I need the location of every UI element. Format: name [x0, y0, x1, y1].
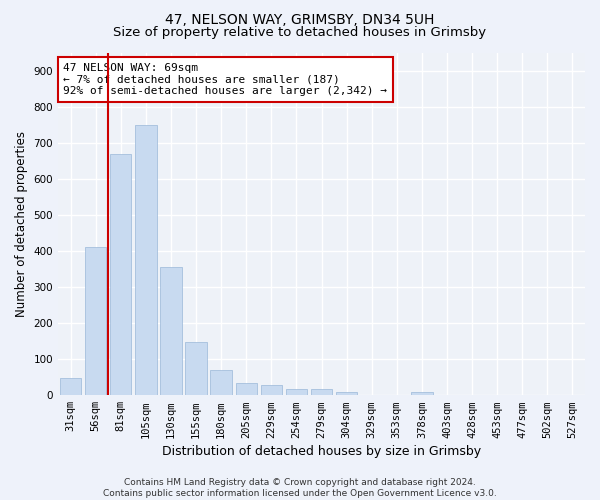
Bar: [110, 154, 131, 395]
Text: 47 NELSON WAY: 69sqm
← 7% of detached houses are smaller (187)
92% of semi-detac: 47 NELSON WAY: 69sqm ← 7% of detached ho…: [64, 63, 388, 96]
Bar: [236, 382, 257, 395]
Bar: [160, 267, 182, 395]
Text: 47, NELSON WAY, GRIMSBY, DN34 5UH: 47, NELSON WAY, GRIMSBY, DN34 5UH: [166, 12, 434, 26]
Bar: [135, 124, 157, 395]
Bar: [260, 386, 282, 395]
Bar: [336, 392, 357, 395]
Bar: [411, 392, 433, 395]
Y-axis label: Number of detached properties: Number of detached properties: [15, 131, 28, 317]
Bar: [286, 388, 307, 395]
Bar: [85, 248, 106, 395]
Bar: [311, 390, 332, 395]
Bar: [185, 342, 207, 395]
Text: Contains HM Land Registry data © Crown copyright and database right 2024.
Contai: Contains HM Land Registry data © Crown c…: [103, 478, 497, 498]
Bar: [60, 378, 81, 395]
Bar: [211, 370, 232, 395]
Text: Size of property relative to detached houses in Grimsby: Size of property relative to detached ho…: [113, 26, 487, 39]
X-axis label: Distribution of detached houses by size in Grimsby: Distribution of detached houses by size …: [162, 444, 481, 458]
